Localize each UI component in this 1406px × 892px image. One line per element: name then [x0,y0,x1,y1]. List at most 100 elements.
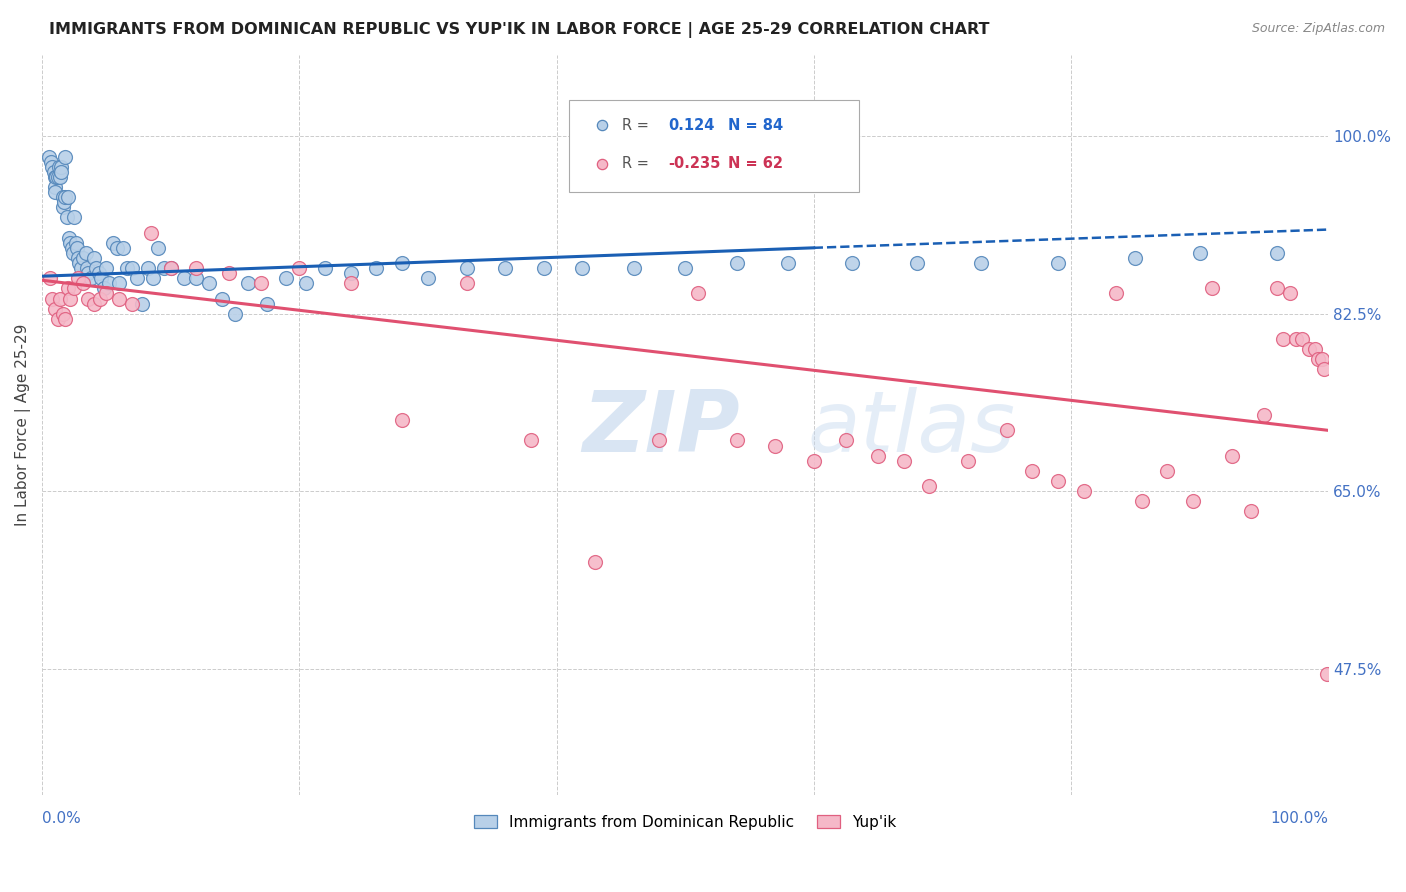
Text: IMMIGRANTS FROM DOMINICAN REPUBLIC VS YUP'IK IN LABOR FORCE | AGE 25-29 CORRELAT: IMMIGRANTS FROM DOMINICAN REPUBLIC VS YU… [49,22,990,38]
Point [44,180,66,194]
Point [87,266,110,280]
Point [725,256,748,270]
Point [72,277,94,291]
Point [339,277,361,291]
Point [142,271,165,285]
Point [49,292,72,306]
Point [533,261,555,276]
Point [1220,449,1243,463]
Point [146,241,169,255]
Point [59,235,82,250]
Point [52,190,75,204]
Point [288,261,311,276]
Point [52,200,75,214]
Point [648,434,671,448]
Point [186,271,208,285]
Point [803,454,825,468]
Point [42,165,65,179]
Point [93,281,115,295]
Point [1047,256,1070,270]
Point [456,277,478,291]
Point [62,245,84,260]
Point [1188,245,1211,260]
Point [98,277,121,291]
Point [211,292,233,306]
Point [1073,484,1095,499]
Point [725,434,748,448]
Point [416,271,439,285]
Point [101,235,124,250]
Point [56,281,79,295]
Point [835,434,858,448]
Point [893,454,915,468]
Point [53,190,76,204]
Point [1105,286,1128,301]
Point [1253,408,1275,422]
Point [1306,352,1329,367]
Point [53,311,76,326]
Point [96,261,118,276]
Point [583,555,606,569]
Point [75,245,97,260]
Point [56,190,79,204]
Point [1182,494,1205,508]
Point [236,277,259,291]
Point [77,292,100,306]
Point [41,292,63,306]
Point [44,169,66,184]
Point [1021,464,1043,478]
Point [105,241,128,255]
Text: 100.0%: 100.0% [1270,811,1329,826]
Point [49,169,72,184]
Point [67,271,90,285]
Point [65,235,87,250]
Point [90,271,112,285]
Text: ZIP: ZIP [582,387,740,470]
Point [141,226,163,240]
Text: R =: R = [621,118,654,133]
Point [39,154,62,169]
Point [366,261,388,276]
Point [957,454,980,468]
Point [1130,494,1153,508]
Point [1313,362,1336,376]
Point [52,307,75,321]
Point [77,266,100,280]
Point [224,307,246,321]
Point [51,160,73,174]
Text: atlas: atlas [807,387,1015,470]
Point [63,281,86,295]
Point [456,261,478,276]
Legend: Immigrants from Dominican Republic, Yup'ik: Immigrants from Dominican Republic, Yup'… [468,808,903,836]
Point [83,251,105,265]
Point [918,479,941,493]
Point [63,211,86,225]
Point [173,271,195,285]
Point [44,185,66,199]
Text: 0.0%: 0.0% [42,811,82,826]
Point [84,261,107,276]
Point [80,271,103,285]
Point [970,256,993,270]
Point [763,438,786,452]
Text: -0.235: -0.235 [668,156,721,171]
Point [1310,352,1333,367]
Point [159,261,181,276]
Point [198,277,221,291]
Point [494,261,516,276]
Point [121,296,143,310]
Point [1047,474,1070,488]
Point [108,292,131,306]
Point [41,160,63,174]
Point [159,261,181,276]
Point [686,286,709,301]
Point [314,261,336,276]
Point [186,261,208,276]
Point [1316,666,1339,681]
Point [59,292,82,306]
Text: Source: ZipAtlas.com: Source: ZipAtlas.com [1251,22,1385,36]
Point [46,311,69,326]
Point [1201,281,1223,295]
Point [38,149,60,163]
Point [83,296,105,310]
